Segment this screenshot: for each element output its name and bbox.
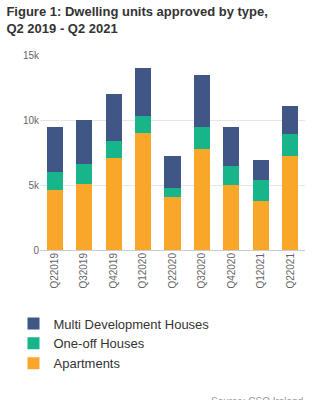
svg-text:10k: 10k (23, 115, 40, 126)
svg-text:Q22019: Q22019 (49, 253, 60, 289)
svg-text:Figure 1: Dwelling units appro: Figure 1: Dwelling units approved by typ… (6, 4, 267, 36)
svg-text:Apartments: Apartments (54, 356, 121, 371)
svg-text:Source: CSO Ireland: Source: CSO Ireland (211, 396, 303, 400)
svg-text:15k: 15k (23, 50, 40, 61)
svg-text:Q22020: Q22020 (167, 253, 178, 289)
svg-text:5k: 5k (28, 180, 40, 191)
svg-text:Q32020: Q32020 (196, 253, 207, 289)
svg-text:Q42019: Q42019 (108, 253, 119, 289)
svg-text:Q22021: Q22021 (285, 253, 296, 289)
svg-text:One-off Houses: One-off Houses (54, 336, 145, 351)
svg-text:Q12020: Q12020 (137, 253, 148, 289)
svg-text:0: 0 (33, 245, 39, 256)
svg-text:Q42020: Q42020 (226, 253, 237, 289)
svg-text:Q12021: Q12021 (255, 253, 266, 289)
svg-text:Multi Development Houses: Multi Development Houses (54, 317, 210, 332)
svg-text:Q32019: Q32019 (78, 253, 89, 289)
